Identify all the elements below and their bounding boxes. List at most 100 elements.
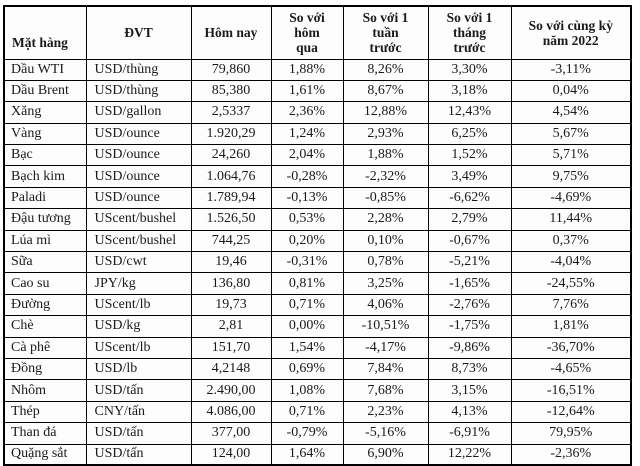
pct-vs-week-cell: -10,51% (342, 315, 429, 338)
commodity-name-cell: Chè (3, 315, 87, 338)
pct-vs-2022-cell: 7,76% (510, 293, 632, 317)
pct-vs-month-cell: 4,13% (427, 400, 512, 424)
commodity-name-cell: Lúa mì (3, 229, 87, 253)
unit-cell: UScent/bushel (85, 229, 192, 253)
unit-cell: USD/ounce (85, 122, 192, 146)
commodity-name-cell: Cao su (3, 272, 87, 295)
unit-cell: UScent/lb (85, 336, 192, 359)
commodity-name-cell: Nhôm (3, 379, 87, 402)
pct-vs-yesterday-cell: 1,88% (270, 58, 344, 81)
commodity-name-cell: Dầu WTI (3, 58, 87, 81)
today-value-cell: 1.526,50 (190, 208, 272, 231)
pct-vs-week-cell: 0,10% (342, 229, 429, 253)
table-row: Nhôm USD/tấn 2.490,00 1,08% 7,68% 3,15% -16,51… (3, 379, 632, 402)
pct-vs-2022-cell: -12,64% (510, 400, 632, 424)
pct-vs-2022-cell: 0,37% (510, 229, 632, 253)
pct-vs-2022-cell: 1,81% (510, 315, 632, 338)
table-row: Than đá USD/tấn 377,00 -0,79% -5,16% -6,91% 79… (3, 422, 632, 445)
pct-vs-month-cell: -1,65% (427, 272, 512, 295)
pct-vs-week-cell: -2,32% (342, 165, 429, 188)
unit-cell: USD/ounce (85, 186, 192, 210)
commodity-name-cell: Quặng sắt (3, 443, 87, 466)
table-row: Cao su JPY/kg 136,80 0,81% 3,25% -1,65% -24,55… (3, 272, 632, 295)
today-value-cell: 744,25 (190, 229, 272, 253)
pct-vs-yesterday-cell: 0,20% (270, 229, 344, 253)
pct-vs-2022-cell: -2,36% (510, 443, 632, 466)
commodity-name-cell: Than đá (3, 422, 87, 445)
today-value-cell: 151,70 (190, 336, 272, 359)
pct-vs-week-cell: 7,84% (342, 357, 429, 381)
header-unit: ĐVT (85, 5, 192, 60)
pct-vs-month-cell: -0,67% (427, 229, 512, 253)
pct-vs-yesterday-cell: 0,81% (270, 272, 344, 295)
pct-vs-month-cell: -9,86% (427, 336, 512, 359)
pct-vs-yesterday-cell: -0,31% (270, 251, 344, 274)
pct-vs-2022-cell: -4,65% (510, 357, 632, 381)
today-value-cell: 79,860 (190, 58, 272, 81)
pct-vs-week-cell: -0,85% (342, 186, 429, 210)
pct-vs-2022-cell: 0,04% (510, 79, 632, 103)
pct-vs-week-cell: 3,25% (342, 272, 429, 295)
today-value-cell: 2.490,00 (190, 379, 272, 402)
pct-vs-yesterday-cell: 1,24% (270, 122, 344, 146)
table-header: Mặt hàng ĐVT Hôm nay So với hôm qua So v… (3, 5, 632, 60)
pct-vs-yesterday-cell: 1,54% (270, 336, 344, 359)
table-row: Dầu Brent USD/thùng 85,380 1,61% 8,67% 3,18% 0… (3, 79, 632, 103)
commodity-name-cell: Paladi (3, 186, 87, 210)
table-row: Quặng sắt USD/tấn 124,00 1,64% 6,90% 12,22% -2… (3, 443, 632, 466)
table-row: Vàng USD/ounce 1.920,29 1,24% 2,93% 6,25% 5,67… (3, 122, 632, 146)
pct-vs-month-cell: 3,15% (427, 379, 512, 402)
unit-cell: USD/tấn (85, 422, 192, 445)
pct-vs-week-cell: 0,78% (342, 251, 429, 274)
unit-cell: USD/lb (85, 357, 192, 381)
header-vs-2022: So với cùng kỳ năm 2022 (510, 5, 632, 60)
unit-cell: USD/thùng (85, 58, 192, 81)
unit-cell: USD/tấn (85, 443, 192, 466)
pct-vs-2022-cell: 11,44% (510, 208, 632, 231)
commodity-name-cell: Đậu tương (3, 208, 87, 231)
pct-vs-2022-cell: 5,67% (510, 122, 632, 146)
header-vs-week: So với 1 tuần trước (342, 5, 429, 60)
unit-cell: UScent/bushel (85, 208, 192, 231)
pct-vs-month-cell: 12,43% (427, 101, 512, 124)
table-row: Bạch kim USD/ounce 1.064,76 -0,28% -2,32% 3,4… (3, 165, 632, 188)
commodity-name-cell: Đồng (3, 357, 87, 381)
unit-cell: JPY/kg (85, 272, 192, 295)
pct-vs-yesterday-cell: 1,64% (270, 443, 344, 466)
table-row: Sữa USD/cwt 19,46 -0,31% 0,78% -5,21% -4,04% (3, 251, 632, 274)
header-commodity: Mặt hàng (3, 5, 87, 60)
unit-cell: USD/kg (85, 315, 192, 338)
today-value-cell: 4.086,00 (190, 400, 272, 424)
unit-cell: USD/ounce (85, 165, 192, 188)
today-value-cell: 2,81 (190, 315, 272, 338)
table-row: Đậu tương UScent/bushel 1.526,50 0,53% 2,28%… (3, 208, 632, 231)
commodity-name-cell: Bạch kim (3, 165, 87, 188)
pct-vs-2022-cell: -16,51% (510, 379, 632, 402)
pct-vs-yesterday-cell: -0,13% (270, 186, 344, 210)
today-value-cell: 24,260 (190, 144, 272, 167)
pct-vs-month-cell: 2,79% (427, 208, 512, 231)
pct-vs-month-cell: -1,75% (427, 315, 512, 338)
commodity-name-cell: Bạc (3, 144, 87, 167)
pct-vs-yesterday-cell: 1,08% (270, 379, 344, 402)
pct-vs-yesterday-cell: 1,61% (270, 79, 344, 103)
pct-vs-week-cell: 8,26% (342, 58, 429, 81)
header-today: Hôm nay (190, 5, 272, 60)
pct-vs-2022-cell: 9,75% (510, 165, 632, 188)
commodity-name-cell: Vàng (3, 122, 87, 146)
table-row: Đường UScent/lb 19,73 0,71% 4,06% -2,76% 7,76% (3, 293, 632, 317)
pct-vs-yesterday-cell: 0,71% (270, 400, 344, 424)
table-body: Dầu WTI USD/thùng 79,860 1,88% 8,26% 3,30% -3,… (3, 58, 632, 466)
unit-cell: USD/gallon (85, 101, 192, 124)
pct-vs-yesterday-cell: -0,28% (270, 165, 344, 188)
table-row: Bạc USD/ounce 24,260 2,04% 1,88% 1,52% 5,71% (3, 144, 632, 167)
pct-vs-2022-cell: -3,11% (510, 58, 632, 81)
table-row: Cà phê UScent/lb 151,70 1,54% -4,17% -9,86% -3… (3, 336, 632, 359)
pct-vs-week-cell: -4,17% (342, 336, 429, 359)
pct-vs-month-cell: -5,21% (427, 251, 512, 274)
table-row: Đồng USD/lb 4,2148 0,69% 7,84% 8,73% -4,65% (3, 357, 632, 381)
pct-vs-week-cell: 8,67% (342, 79, 429, 103)
commodity-price-table: Mặt hàng ĐVT Hôm nay So với hôm qua So v… (3, 5, 632, 466)
today-value-cell: 136,80 (190, 272, 272, 295)
pct-vs-week-cell: 6,90% (342, 443, 429, 466)
